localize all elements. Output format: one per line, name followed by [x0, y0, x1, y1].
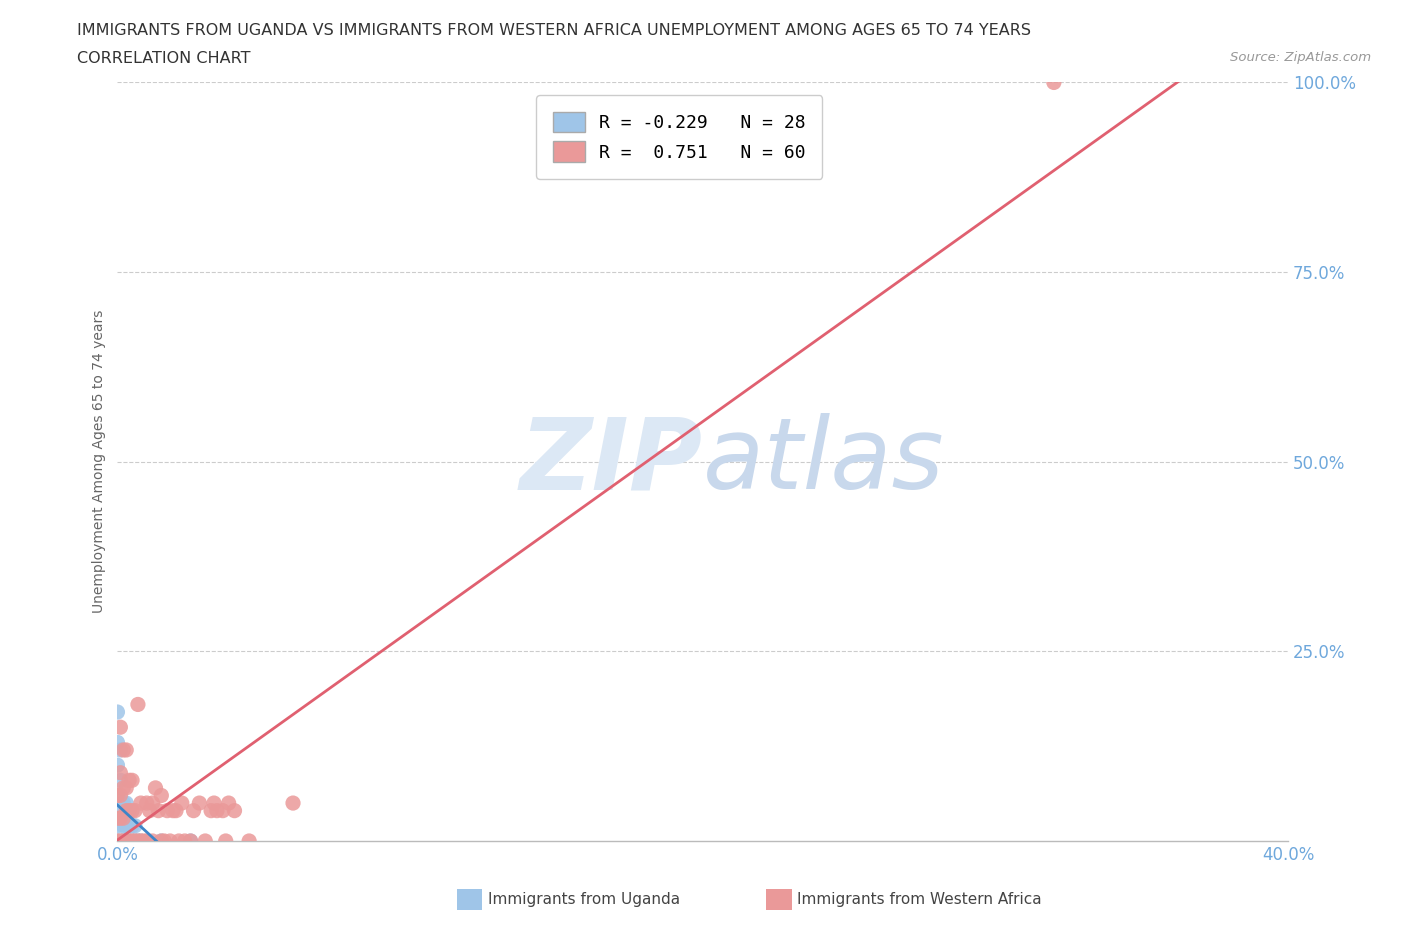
Point — [173, 833, 195, 848]
Point — [129, 833, 152, 848]
Point — [112, 818, 135, 833]
Point — [110, 742, 132, 757]
Point — [115, 780, 138, 795]
Point — [124, 833, 146, 848]
Point — [129, 833, 152, 848]
Point — [180, 833, 202, 848]
Point — [107, 758, 129, 773]
Point — [118, 773, 141, 788]
Point — [156, 804, 179, 818]
Point — [202, 796, 225, 811]
Point — [135, 833, 157, 848]
Point — [124, 818, 146, 833]
Point — [107, 788, 129, 803]
Point — [118, 818, 141, 833]
Point — [112, 833, 135, 848]
Point — [107, 833, 129, 848]
Text: IMMIGRANTS FROM UGANDA VS IMMIGRANTS FROM WESTERN AFRICA UNEMPLOYMENT AMONG AGES: IMMIGRANTS FROM UGANDA VS IMMIGRANTS FRO… — [77, 23, 1032, 38]
Point — [107, 804, 129, 818]
Legend: R = -0.229   N = 28, R =  0.751   N = 60: R = -0.229 N = 28, R = 0.751 N = 60 — [536, 95, 823, 179]
Point — [188, 796, 211, 811]
Point — [112, 796, 135, 811]
Point — [110, 773, 132, 788]
Point — [110, 833, 132, 848]
Point — [215, 833, 238, 848]
Point — [121, 818, 143, 833]
Point — [200, 804, 222, 818]
Text: ZIP: ZIP — [520, 413, 703, 511]
Point — [170, 796, 193, 811]
Text: atlas: atlas — [703, 413, 945, 511]
Point — [205, 804, 228, 818]
Point — [150, 833, 173, 848]
Point — [110, 811, 132, 826]
Point — [112, 742, 135, 757]
Point — [107, 735, 129, 750]
Point — [115, 796, 138, 811]
Point — [112, 780, 135, 795]
Point — [281, 796, 304, 811]
Point — [118, 833, 141, 848]
Point — [115, 804, 138, 818]
Point — [107, 818, 129, 833]
Point — [110, 765, 132, 780]
Point — [165, 804, 187, 818]
Point — [238, 833, 260, 848]
Point — [118, 833, 141, 848]
Point — [162, 804, 184, 818]
Point — [107, 811, 129, 826]
Point — [167, 833, 190, 848]
Text: Source: ZipAtlas.com: Source: ZipAtlas.com — [1230, 51, 1371, 64]
Text: Immigrants from Western Africa: Immigrants from Western Africa — [797, 892, 1042, 907]
Point — [112, 811, 135, 826]
Point — [107, 705, 129, 720]
Point — [115, 818, 138, 833]
Point — [110, 833, 132, 848]
Point — [153, 833, 176, 848]
Point — [218, 796, 240, 811]
Text: CORRELATION CHART: CORRELATION CHART — [77, 51, 250, 66]
Point — [1043, 75, 1066, 90]
Point — [115, 833, 138, 848]
Point — [127, 697, 149, 711]
Point — [180, 833, 202, 848]
Point — [145, 780, 167, 795]
Point — [121, 833, 143, 848]
Point — [150, 788, 173, 803]
Point — [107, 833, 129, 848]
Point — [159, 833, 181, 848]
Point — [112, 833, 135, 848]
Point — [138, 804, 160, 818]
Point — [110, 720, 132, 735]
Point — [183, 804, 205, 818]
Point — [121, 804, 143, 818]
Point — [211, 804, 233, 818]
Point — [124, 804, 146, 818]
Point — [132, 833, 155, 848]
Point — [124, 833, 146, 848]
Point — [112, 833, 135, 848]
Point — [121, 773, 143, 788]
Point — [127, 833, 149, 848]
Point — [129, 796, 152, 811]
Point — [148, 804, 170, 818]
Point — [115, 833, 138, 848]
Text: Immigrants from Uganda: Immigrants from Uganda — [488, 892, 681, 907]
Point — [107, 788, 129, 803]
Y-axis label: Unemployment Among Ages 65 to 74 years: Unemployment Among Ages 65 to 74 years — [93, 310, 107, 614]
Point — [150, 833, 173, 848]
Point — [127, 833, 149, 848]
Point — [224, 804, 246, 818]
Point — [142, 796, 165, 811]
Point — [135, 796, 157, 811]
Point — [118, 804, 141, 818]
Point — [121, 833, 143, 848]
Point — [110, 788, 132, 803]
Point — [142, 833, 165, 848]
Point — [194, 833, 217, 848]
Point — [110, 811, 132, 826]
Point — [115, 742, 138, 757]
